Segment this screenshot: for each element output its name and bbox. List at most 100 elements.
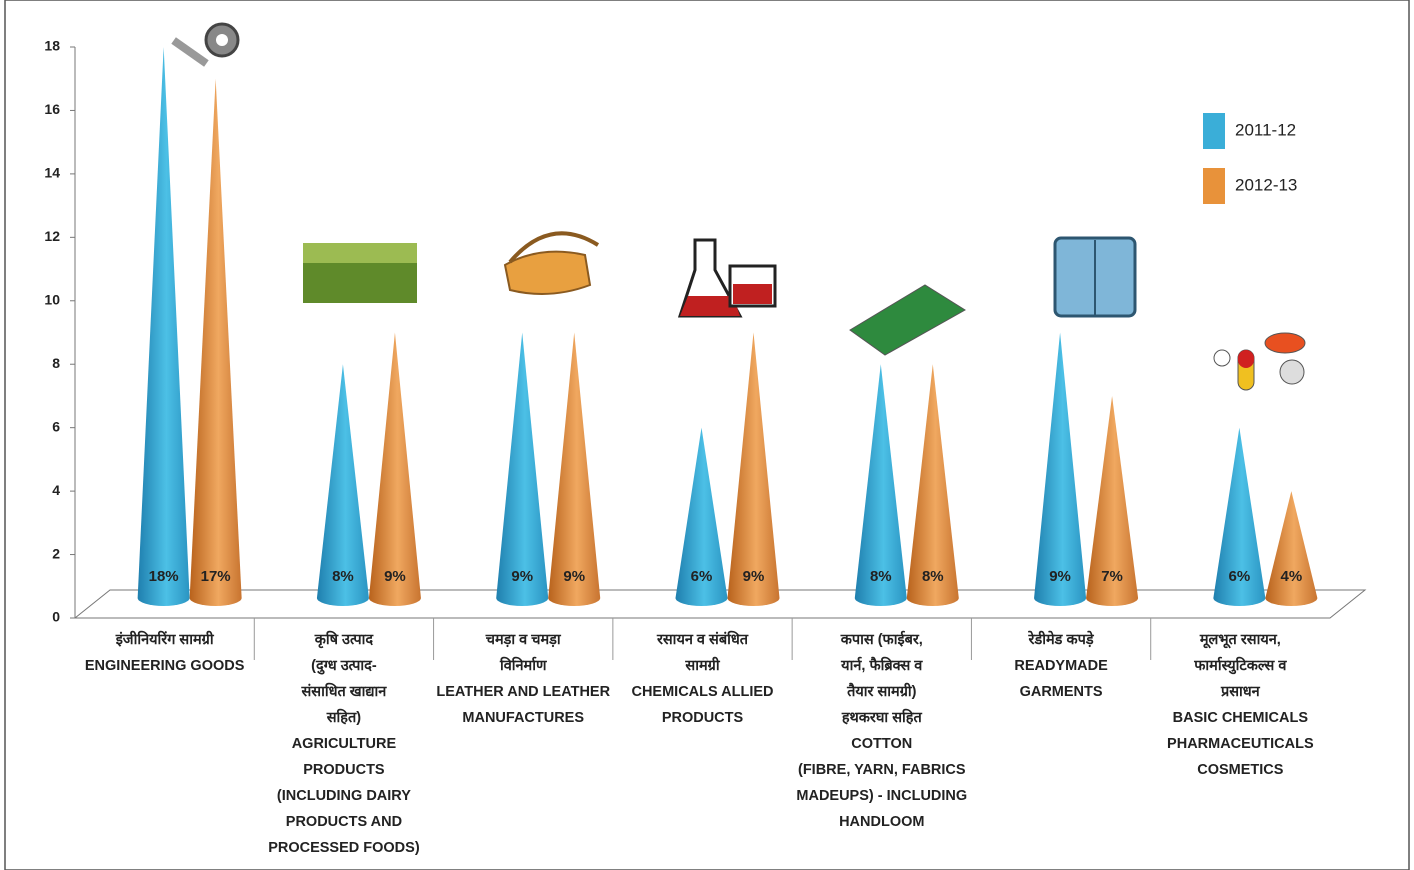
y-tick-label: 0 <box>52 609 60 625</box>
x-tick-label: GARMENTS <box>1020 684 1103 700</box>
cone-body <box>548 332 601 606</box>
cone <box>316 364 369 606</box>
data-label: 18% <box>149 568 179 585</box>
cone <box>368 332 421 606</box>
x-tick-label: रेडीमेड कपड़े <box>1027 630 1094 648</box>
cone <box>1265 491 1318 606</box>
data-label: 9% <box>384 568 406 585</box>
x-tick-label: PRODUCTS <box>303 762 385 778</box>
data-label: 7% <box>1101 568 1123 585</box>
x-tick-label: सहित) <box>326 708 362 726</box>
x-tick-label: मूलभूत रसायन, <box>1199 632 1281 649</box>
data-label: 9% <box>563 568 585 585</box>
cone-body <box>496 332 549 606</box>
cone-body <box>137 47 190 606</box>
cone-body <box>368 332 421 606</box>
x-tick-label: रसायन व संबंधित <box>656 630 749 648</box>
data-label: 9% <box>1049 568 1071 585</box>
x-tick-label: CHEMICALS ALLIED <box>631 684 773 700</box>
cone <box>496 332 549 606</box>
flask-icon <box>677 238 777 318</box>
shirt-icon <box>1053 236 1137 318</box>
x-tick-label: (दुग्ध उत्पाद- <box>311 658 377 675</box>
y-tick-label: 14 <box>44 165 60 181</box>
x-tick-label: तैयार सामग्री) <box>846 682 917 700</box>
x-tick-label: HANDLOOM <box>839 814 924 830</box>
legend-swatch <box>1203 168 1225 204</box>
legend-label: 2011-12 <box>1235 120 1296 139</box>
data-label: 9% <box>743 568 765 585</box>
cone-body <box>1213 427 1266 606</box>
x-tick-label: इंजीनियरिंग सामग्री <box>115 630 215 648</box>
x-tick-label: कपास (फाईबर, <box>840 630 923 648</box>
rug-icon <box>849 284 966 356</box>
data-label: 9% <box>511 568 533 585</box>
cone-body <box>675 427 728 606</box>
x-tick-label: (FIBRE, YARN, FABRICS <box>798 762 966 778</box>
frame <box>4 0 1410 870</box>
data-label: 17% <box>201 568 231 585</box>
x-tick-label: (INCLUDING DAIRY <box>277 788 411 804</box>
x-tick-label: ENGINEERING GOODS <box>85 658 245 674</box>
field-icon <box>303 243 417 263</box>
x-tick-label: MANUFACTURES <box>462 710 584 726</box>
cone-body <box>1086 395 1139 606</box>
legend-label: 2012-13 <box>1235 175 1297 194</box>
cone <box>548 332 601 606</box>
cone <box>727 332 780 606</box>
cone <box>854 364 907 606</box>
y-tick-label: 12 <box>44 228 60 244</box>
cone <box>675 427 728 606</box>
data-label: 8% <box>870 568 892 585</box>
x-tick-label: COTTON <box>851 736 912 752</box>
x-tick-label: सामग्री <box>684 656 720 674</box>
y-tick-label: 16 <box>44 101 60 117</box>
x-tick-label: PRODUCTS <box>662 710 744 726</box>
x-tick-label: संसाधित खाद्यान <box>300 682 387 700</box>
x-tick-label: फार्मास्युटिकल्स व <box>1193 656 1287 675</box>
gear-icon <box>171 22 240 67</box>
cone <box>1034 332 1087 606</box>
cone-body <box>906 364 959 606</box>
bag-icon <box>503 231 600 295</box>
cone-body <box>1034 332 1087 606</box>
x-tick-label: कृषि उत्पाद <box>314 630 375 649</box>
x-tick-label: PROCESSED FOODS) <box>268 840 420 856</box>
data-label: 8% <box>332 568 354 585</box>
icons <box>171 22 1306 391</box>
y-tick-label: 10 <box>44 291 60 307</box>
y-tick-label: 6 <box>52 418 60 434</box>
data-label: 4% <box>1281 568 1303 585</box>
x-tick-label: PRODUCTS AND <box>286 814 402 830</box>
x-tick-label: विनिर्माण <box>499 656 547 674</box>
pills-icon <box>1213 332 1306 391</box>
legend-swatch <box>1203 113 1225 149</box>
cone-body <box>189 78 242 606</box>
x-tick-label: AGRICULTURE <box>292 736 397 752</box>
cone <box>189 78 242 606</box>
x-tick-label: BASIC CHEMICALS <box>1173 710 1309 726</box>
x-tick-label: प्रसाधन <box>1220 684 1261 700</box>
data-label: 8% <box>922 568 944 585</box>
cone <box>906 364 959 606</box>
y-tick-label: 18 <box>44 38 60 54</box>
cone-body <box>727 332 780 606</box>
cone-body <box>854 364 907 606</box>
x-tick-label: LEATHER AND LEATHER <box>436 684 610 700</box>
cone <box>1086 395 1139 606</box>
cone-body <box>316 364 369 606</box>
x-tick-label: चमड़ा व चमड़ा <box>485 632 562 648</box>
data-label: 6% <box>1229 568 1251 585</box>
x-tick-label: हथकरघा सहित <box>841 708 923 726</box>
cone <box>137 47 190 606</box>
x-tick-label: READYMADE <box>1014 658 1108 674</box>
data-label: 6% <box>691 568 713 585</box>
x-tick-label: MADEUPS) - INCLUDING <box>796 788 967 804</box>
x-tick-label: यार्न, फैब्रिक्स व <box>840 656 923 674</box>
x-tick-label: PHARMACEUTICALS <box>1167 736 1314 752</box>
y-tick-label: 8 <box>52 355 60 371</box>
cone <box>1213 427 1266 606</box>
y-tick-label: 4 <box>52 482 60 498</box>
y-tick-label: 2 <box>52 545 60 561</box>
